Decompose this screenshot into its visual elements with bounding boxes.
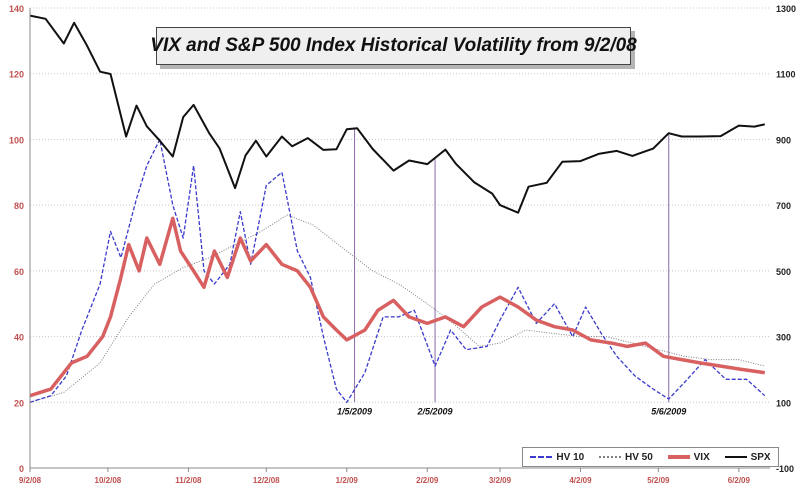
legend-label-hv10: HV 10 xyxy=(556,451,585,463)
right-tick-label: 100 xyxy=(776,398,791,408)
left-axis-ticks: 0 20 40 60 80 100 120 140 xyxy=(9,4,24,474)
right-tick-label: 1100 xyxy=(776,70,796,80)
series-line-hv10 xyxy=(29,138,766,403)
left-tick-label: 20 xyxy=(14,398,24,408)
legend-item-vix: VIX xyxy=(667,451,710,463)
right-tick-label: 500 xyxy=(776,267,791,277)
legend-item-spx: SPX xyxy=(724,451,771,463)
legend-swatch-vix xyxy=(667,455,690,459)
right-axis-ticks: -100 100 300 500 700 900 1100 1300 xyxy=(776,4,796,474)
left-tick-label: 100 xyxy=(9,135,24,145)
x-tick-label: 1/2/09 xyxy=(336,476,359,485)
x-axis-ticks: 9/2/08 10/2/08 11/2/08 12/2/08 1/2/09 2/2/09 3… xyxy=(19,468,751,485)
gridlines xyxy=(30,7,770,403)
annotations: 1/5/2009 2/5/2009 5/6/2009 xyxy=(337,128,686,416)
series-lines xyxy=(29,14,766,403)
right-tick-label: 300 xyxy=(776,333,791,343)
right-tick-label: 700 xyxy=(776,201,791,211)
x-tick-label: 11/2/08 xyxy=(175,476,202,485)
x-tick-label: 9/2/08 xyxy=(19,476,42,485)
right-tick-label: -100 xyxy=(776,464,794,474)
right-tick-label: 900 xyxy=(776,135,791,145)
left-tick-label: 140 xyxy=(9,4,24,14)
x-tick-label: 5/2/09 xyxy=(647,476,670,485)
annotation-label: 5/6/2009 xyxy=(651,406,686,416)
x-tick-label: 2/2/09 xyxy=(416,476,439,485)
series-line-spx xyxy=(29,14,766,214)
x-tick-label: 6/2/09 xyxy=(728,476,751,485)
legend-label-hv50: HV 50 xyxy=(625,451,653,463)
left-tick-label: 60 xyxy=(14,267,24,277)
left-tick-label: 40 xyxy=(14,333,24,343)
x-tick-label: 4/2/09 xyxy=(569,476,592,485)
legend-item-hv10: HV 10 xyxy=(530,452,584,463)
series-line-vix xyxy=(29,216,766,398)
annotation-label: 1/5/2009 xyxy=(337,406,372,416)
left-tick-label: 80 xyxy=(14,201,24,211)
legend-item-hv50: HV 50 xyxy=(599,452,653,463)
legend-swatch-hv10 xyxy=(530,456,553,458)
annotation-label: 2/5/2009 xyxy=(417,406,453,416)
right-tick-label: 1300 xyxy=(776,4,796,14)
left-tick-label: 0 xyxy=(19,464,24,474)
legend-label-vix: VIX xyxy=(693,451,710,463)
left-tick-label: 120 xyxy=(9,70,24,80)
chart-title: VIX and S&P 500 Index Historical Volatil… xyxy=(150,27,637,65)
legend-swatch-hv50 xyxy=(599,456,622,458)
legend: HV 10 HV 50 VIX SPX xyxy=(522,447,779,467)
x-tick-label: 10/2/08 xyxy=(95,476,122,485)
x-tick-label: 12/2/08 xyxy=(253,476,280,485)
series-line-hv50 xyxy=(29,214,765,403)
legend-swatch-spx xyxy=(724,456,747,458)
x-tick-label: 3/2/09 xyxy=(489,476,512,485)
legend-label-spx: SPX xyxy=(750,451,771,463)
